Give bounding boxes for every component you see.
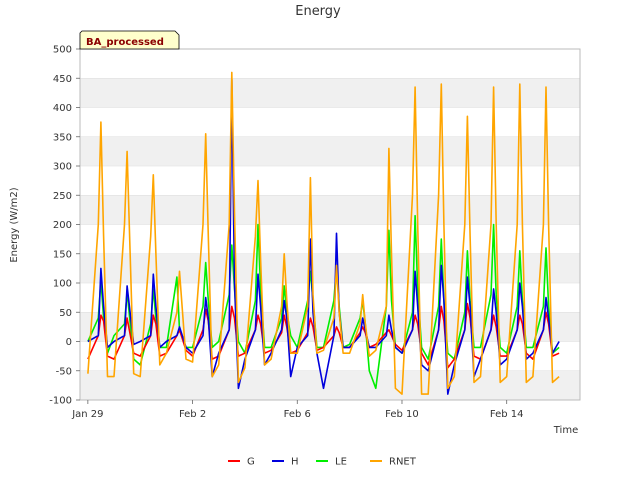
y-tick-label: 300 [53, 162, 72, 173]
legend-label-le: LE [335, 457, 347, 468]
y-tick-label: 0 [66, 337, 72, 348]
y-tick-label: -50 [56, 366, 72, 377]
x-tick-label: Feb 14 [490, 409, 524, 420]
legend-label-rnet: RNET [389, 457, 417, 468]
y-tick-label: 450 [53, 74, 72, 85]
processed-tag-box [79, 30, 180, 50]
y-tick-label: 400 [53, 103, 72, 114]
chart-title: Energy [295, 4, 341, 19]
plot-band [80, 253, 580, 283]
legend: G H LE RNET [228, 457, 417, 468]
y-tick-label: 50 [59, 308, 72, 319]
plot-band [80, 136, 580, 166]
y-tick-label: 200 [53, 220, 72, 231]
series-line-rnet [87, 71, 560, 395]
y-tick-label: 250 [53, 191, 72, 202]
series-layer [87, 71, 560, 395]
plot-band [80, 78, 580, 108]
y-axis-label: Energy (W/m2) [9, 187, 20, 262]
x-tick-label: Feb 10 [385, 409, 419, 420]
y-tick-label: 150 [53, 249, 72, 260]
legend-label-h: H [291, 457, 299, 468]
processed-tag-label: BA_processed [86, 37, 164, 48]
legend-label-g: G [247, 457, 255, 468]
series-line-h [87, 78, 560, 395]
y-tick-label: 350 [53, 132, 72, 143]
y-axis-ticks: -100 -50 0 50 100 150 200 250 300 350 400 450 500 [49, 45, 80, 407]
x-tick-label: Jan 29 [71, 409, 103, 420]
y-tick-label: 500 [53, 45, 72, 56]
y-tick-label: 100 [53, 279, 72, 290]
y-tick-label: -100 [49, 396, 72, 407]
x-tick-label: Feb 2 [179, 409, 206, 420]
x-axis-ticks: Jan 29 Feb 2 Feb 6 Feb 10 Feb 14 [71, 400, 524, 420]
plot-band [80, 370, 580, 400]
x-axis-label: Time [553, 425, 578, 436]
processed-tag: BA_processed [79, 30, 180, 50]
x-tick-label: Feb 6 [284, 409, 311, 420]
